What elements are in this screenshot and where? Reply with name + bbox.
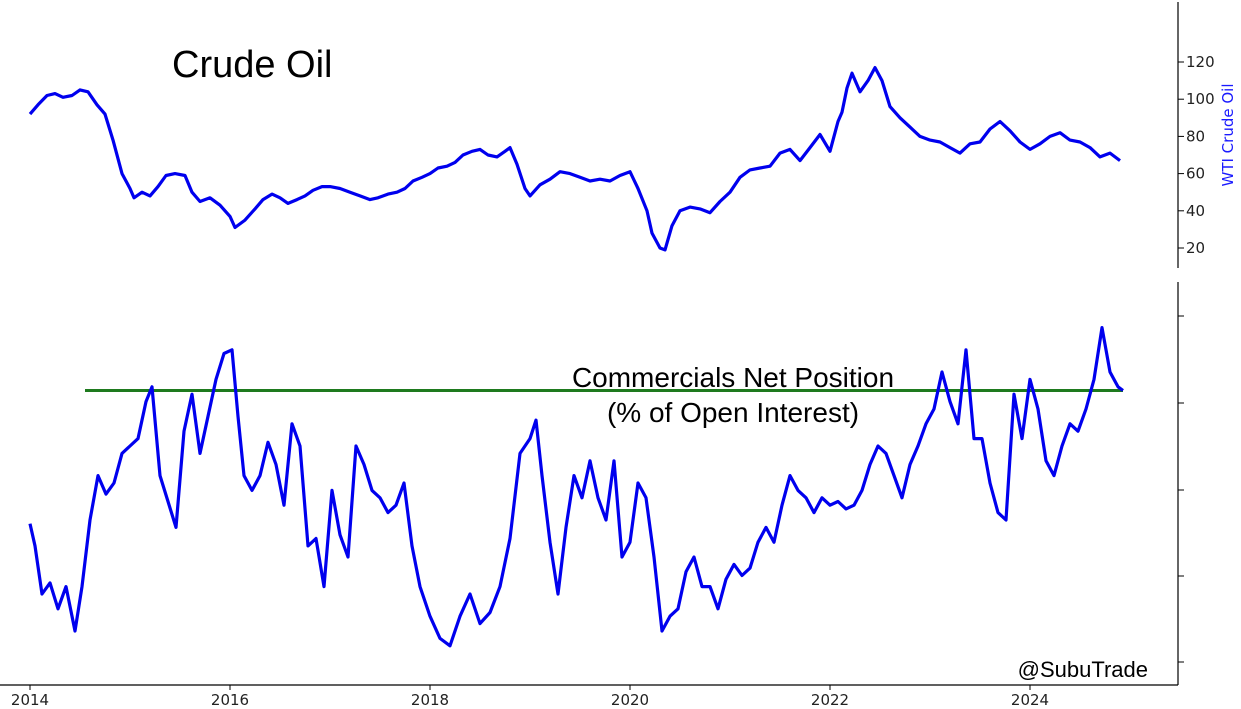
top-y-ticks: 20 40 60 80 100 120 <box>1178 53 1215 257</box>
x-tick-label: 2020 <box>611 691 649 709</box>
top-y-tick-label: 20 <box>1186 239 1205 257</box>
top-y-tick-label: 100 <box>1186 90 1215 108</box>
wti-price-line <box>28 66 1121 252</box>
x-tick-label: 2024 <box>1011 691 1049 709</box>
x-tick-label: 2018 <box>411 691 449 709</box>
bottom-y-ticks <box>1178 315 1184 663</box>
top-y-tick-label: 60 <box>1186 165 1205 183</box>
annotation-line-1: Commercials Net Position <box>572 362 894 393</box>
x-tick-label: 2014 <box>11 691 49 709</box>
annotation-line-2: (% of Open Interest) <box>607 397 859 428</box>
commercials-net-position-line <box>28 326 1124 648</box>
x-tick-label: 2022 <box>811 691 849 709</box>
bottom-x-ticks: 2014 2016 2018 2020 2022 2024 <box>11 685 1049 709</box>
x-tick-label: 2016 <box>211 691 249 709</box>
top-y-tick-label: 40 <box>1186 202 1205 220</box>
watermark: @SubuTrade <box>1018 657 1148 682</box>
bottom-panel: 2014 2016 2018 2020 2022 2024 Commercials Net… <box>0 282 1184 709</box>
top-y-tick-label: 120 <box>1186 53 1215 71</box>
top-panel-title: Crude Oil <box>172 44 333 86</box>
top-y-axis-label: WTI Crude Oil <box>1219 84 1237 187</box>
top-panel: 20 40 60 80 100 120 WTI Crude Oil Crude Oil <box>28 2 1237 268</box>
top-y-tick-label: 80 <box>1186 127 1205 145</box>
